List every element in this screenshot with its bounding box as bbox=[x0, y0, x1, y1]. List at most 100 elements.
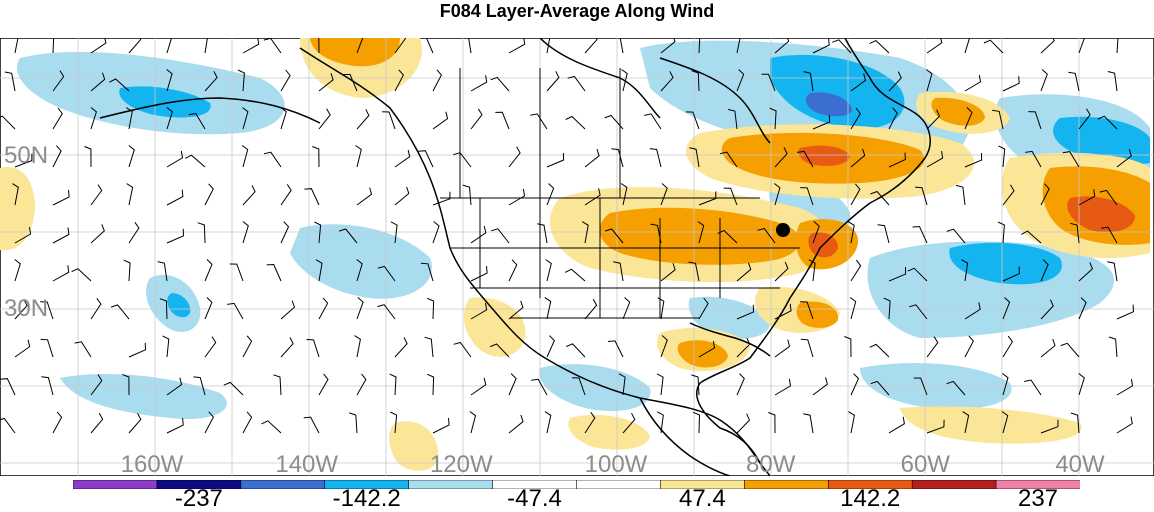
wind-barb bbox=[356, 38, 364, 54]
wind-barb bbox=[1116, 304, 1135, 320]
wind-barb bbox=[812, 38, 830, 54]
wind-barb bbox=[14, 299, 28, 320]
wind-barb bbox=[508, 38, 526, 54]
wind-barb bbox=[128, 145, 135, 168]
wind-barb bbox=[394, 149, 411, 168]
wind-barb bbox=[126, 107, 133, 130]
wind-barb bbox=[318, 297, 329, 320]
wind-barb bbox=[546, 152, 565, 168]
wind-barb bbox=[565, 343, 586, 358]
wind-barb bbox=[584, 148, 600, 168]
wind-barb bbox=[159, 298, 168, 320]
shading-region bbox=[677, 340, 728, 368]
wind-barb bbox=[546, 183, 555, 206]
wind-barb bbox=[774, 303, 792, 320]
wind-barb bbox=[761, 73, 776, 92]
wind-barb bbox=[567, 75, 586, 92]
wind-barb bbox=[869, 343, 890, 358]
wind-barb bbox=[432, 111, 449, 130]
wind-barb bbox=[394, 69, 405, 92]
wind-barb bbox=[109, 78, 130, 92]
wind-barb bbox=[418, 150, 434, 168]
wind-barb bbox=[926, 419, 945, 434]
shading-region bbox=[931, 97, 985, 126]
wind-barb bbox=[314, 221, 322, 244]
colorbar-label: 47.4 bbox=[679, 485, 726, 512]
wind-barb bbox=[1060, 342, 1080, 358]
latitude-labels: 50N 30N bbox=[4, 142, 48, 322]
longitude-labels: 160W 140W 120W 100W 80W 60W 40W bbox=[121, 451, 1105, 476]
wind-barb bbox=[962, 411, 970, 434]
wind-barb bbox=[888, 267, 907, 282]
wind-barb bbox=[427, 373, 435, 396]
wind-barb bbox=[41, 376, 54, 396]
wind-barb bbox=[850, 73, 867, 92]
wind-barb bbox=[318, 373, 329, 396]
wind-barb bbox=[166, 150, 184, 168]
longitude-label: 120W bbox=[430, 451, 493, 476]
wind-barb bbox=[621, 69, 628, 92]
wind-barb bbox=[1107, 71, 1118, 92]
wind-barb bbox=[432, 417, 450, 434]
wind-barb bbox=[955, 184, 966, 206]
wind-barb bbox=[812, 221, 820, 244]
colorbar-label: -142.2 bbox=[332, 485, 401, 512]
wind-barb bbox=[907, 267, 928, 282]
wind-barb bbox=[915, 186, 928, 206]
wind-barb bbox=[90, 38, 107, 54]
shading-region bbox=[0, 167, 35, 251]
wind-barb bbox=[926, 38, 943, 54]
wind-barb bbox=[736, 38, 741, 54]
wind-barb bbox=[390, 221, 398, 244]
wind-barb bbox=[394, 337, 408, 358]
wind-barb bbox=[649, 148, 662, 168]
shading-region bbox=[389, 421, 439, 471]
latitude-label: 50N bbox=[4, 142, 48, 169]
wind-barb bbox=[888, 107, 898, 130]
chart-title: F084 Layer-Average Along Wind bbox=[439, 1, 715, 21]
wind-barb bbox=[468, 38, 472, 54]
wind-barb bbox=[1078, 108, 1091, 130]
wind-barb bbox=[800, 301, 814, 320]
wind-barb bbox=[869, 40, 890, 54]
wind-barb bbox=[193, 376, 206, 396]
wind-barb bbox=[736, 413, 751, 434]
wind-barb bbox=[263, 151, 282, 168]
wind-barb bbox=[280, 184, 292, 206]
wind-barb bbox=[1002, 266, 1020, 282]
wind-barb bbox=[619, 38, 624, 54]
wind-barb bbox=[166, 189, 184, 206]
wind-barb bbox=[425, 38, 434, 54]
wind-barb bbox=[611, 148, 624, 168]
wind-barb bbox=[544, 297, 552, 320]
wind-barb bbox=[1040, 338, 1056, 358]
wind-barb bbox=[1062, 151, 1080, 168]
wind-barb bbox=[604, 114, 624, 130]
wind-barb bbox=[242, 38, 260, 54]
wind-barb bbox=[660, 71, 674, 92]
wind-barb bbox=[1099, 189, 1118, 206]
wind-barb bbox=[644, 113, 662, 130]
wind-barb bbox=[90, 374, 103, 396]
wind-barb bbox=[572, 377, 586, 396]
coastline bbox=[696, 38, 931, 464]
wind-barb bbox=[1002, 335, 1014, 358]
wind-barb bbox=[1028, 111, 1042, 130]
wind-barb bbox=[227, 302, 244, 320]
wind-barb bbox=[204, 336, 217, 358]
longitude-label: 80W bbox=[746, 451, 796, 476]
wind-barb bbox=[537, 223, 548, 244]
wind-barb bbox=[74, 341, 92, 358]
wind-barb bbox=[1078, 297, 1087, 320]
wind-barb bbox=[926, 151, 944, 168]
shading-region bbox=[796, 301, 839, 328]
wind-barb bbox=[774, 378, 792, 396]
wind-barb bbox=[123, 259, 131, 282]
wind-barb bbox=[847, 221, 855, 244]
wind-barb bbox=[204, 259, 213, 282]
wind-barb bbox=[1116, 149, 1132, 168]
shading-region bbox=[900, 406, 1082, 444]
wind-barbs bbox=[0, 38, 1135, 434]
wind-barb bbox=[40, 338, 54, 358]
wind-barb bbox=[736, 337, 751, 358]
